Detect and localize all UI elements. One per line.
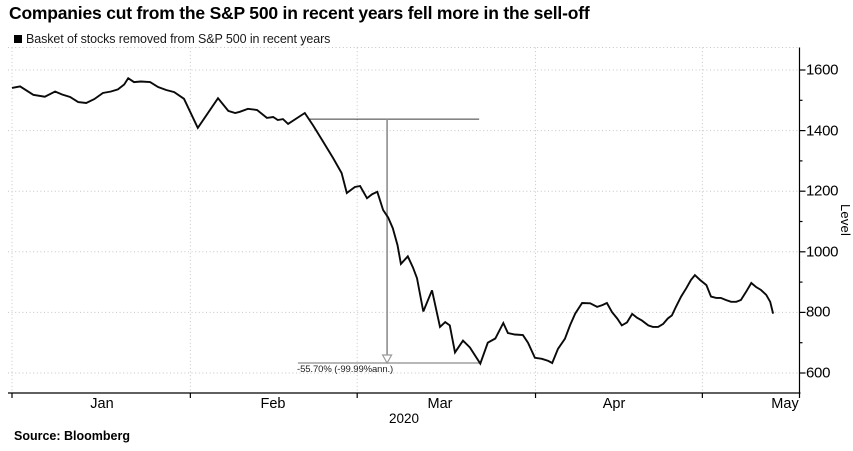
drawdown-arrowhead-icon xyxy=(381,354,393,365)
legend: Basket of stocks removed from S&P 500 in… xyxy=(14,32,330,46)
chart-title: Companies cut from the S&P 500 in recent… xyxy=(9,3,590,23)
drawdown-annotation-label: -55.70% (-99.99%ann.) xyxy=(297,364,394,375)
y-tick-label: 600 xyxy=(806,364,831,382)
source-label: Source: Bloomberg xyxy=(14,429,130,443)
y-tick-label: 1400 xyxy=(806,122,839,140)
axes xyxy=(8,47,806,398)
x-tick-label: Feb xyxy=(260,396,286,412)
series xyxy=(11,76,775,366)
y-axis-title: Level xyxy=(838,203,853,237)
x-tick-label: May xyxy=(771,396,799,412)
data-line xyxy=(11,76,775,366)
x-axis-year-label: 2020 xyxy=(388,411,420,426)
x-tick-label: Jan xyxy=(90,396,114,412)
y-tick-label: 1600 xyxy=(806,61,839,79)
drawdown-annotation xyxy=(297,118,481,365)
x-tick-label: Apr xyxy=(602,396,626,412)
y-tick-label: 1200 xyxy=(806,182,839,200)
legend-label: Basket of stocks removed from S&P 500 in… xyxy=(26,32,331,46)
legend-swatch-icon xyxy=(14,35,22,43)
x-tick-label: Mar xyxy=(427,396,453,412)
y-tick-label: 800 xyxy=(806,303,831,321)
y-tick-label: 1000 xyxy=(806,243,839,261)
gridlines xyxy=(8,47,800,393)
